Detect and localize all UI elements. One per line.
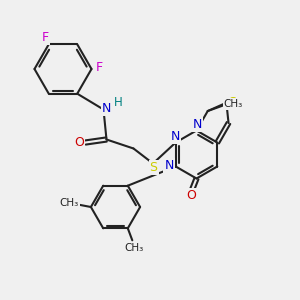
- Text: H: H: [113, 96, 122, 110]
- Text: O: O: [75, 136, 84, 149]
- Text: N: N: [170, 130, 180, 143]
- Text: CH₃: CH₃: [224, 99, 243, 109]
- Text: F: F: [95, 61, 103, 74]
- Text: O: O: [187, 189, 196, 203]
- Text: N: N: [102, 101, 111, 115]
- Text: N: N: [164, 159, 174, 172]
- Text: CH₃: CH₃: [60, 198, 79, 208]
- Text: CH₃: CH₃: [124, 243, 143, 253]
- Text: S: S: [228, 96, 236, 109]
- Text: N: N: [192, 118, 202, 131]
- Text: S: S: [150, 160, 158, 174]
- Text: F: F: [42, 31, 49, 44]
